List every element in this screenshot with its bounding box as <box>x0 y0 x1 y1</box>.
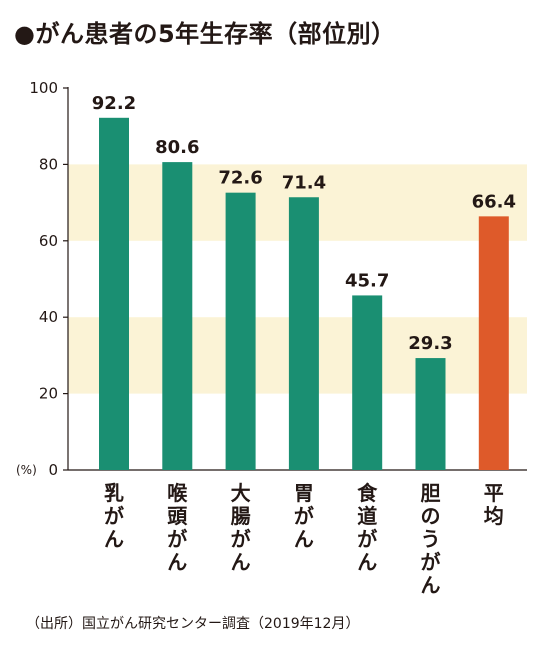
category-label-3: 大腸がん <box>231 481 251 574</box>
bar-5 <box>352 295 383 470</box>
bar-3 <box>225 192 256 470</box>
value-labels: 92.2 80.6 72.6 71.4 45.7 29.3 66.4 <box>92 93 516 354</box>
category-label-1: 乳がん <box>104 481 124 551</box>
category-labels: 乳がん 喉頭がん 大腸がん 胃がん 食道がん 胆のうがん 平均 <box>104 481 504 597</box>
bar-2 <box>162 162 193 470</box>
y-tick-label: 40 <box>39 308 58 326</box>
value-label-3: 72.6 <box>218 168 262 189</box>
y-unit-label: (%) <box>16 463 37 477</box>
value-label-2: 80.6 <box>155 137 199 158</box>
category-label-6: 胆のうがん <box>421 481 441 597</box>
value-label-1: 92.2 <box>92 93 136 114</box>
bars <box>99 117 509 471</box>
bar-6 <box>415 358 446 470</box>
chart-title: ●がん患者の5年生存率（部位別） <box>14 20 396 48</box>
y-tick-label: 0 <box>48 461 58 479</box>
y-tick-label: 100 <box>29 79 58 97</box>
category-label-7: 平均 <box>484 481 504 528</box>
category-label-2: 喉頭がん <box>167 481 188 574</box>
value-label-6: 29.3 <box>408 333 452 354</box>
bar-1 <box>99 117 129 471</box>
y-axis: 0 20 40 60 80 100 (%) <box>16 79 527 479</box>
source-note: （出所）国立がん研究センター調査（2019年12月） <box>26 616 360 632</box>
y-tick-label: 60 <box>39 232 58 250</box>
value-label-4: 71.4 <box>282 172 326 193</box>
category-label-4: 胃がん <box>294 481 314 551</box>
y-tick-label: 20 <box>39 385 58 403</box>
bar-7 <box>478 216 509 470</box>
value-label-5: 45.7 <box>345 270 389 291</box>
y-tick-label: 80 <box>39 155 58 173</box>
category-label-5: 食道がん <box>357 481 378 574</box>
value-label-7: 66.4 <box>472 191 516 212</box>
bar-4 <box>288 197 319 470</box>
